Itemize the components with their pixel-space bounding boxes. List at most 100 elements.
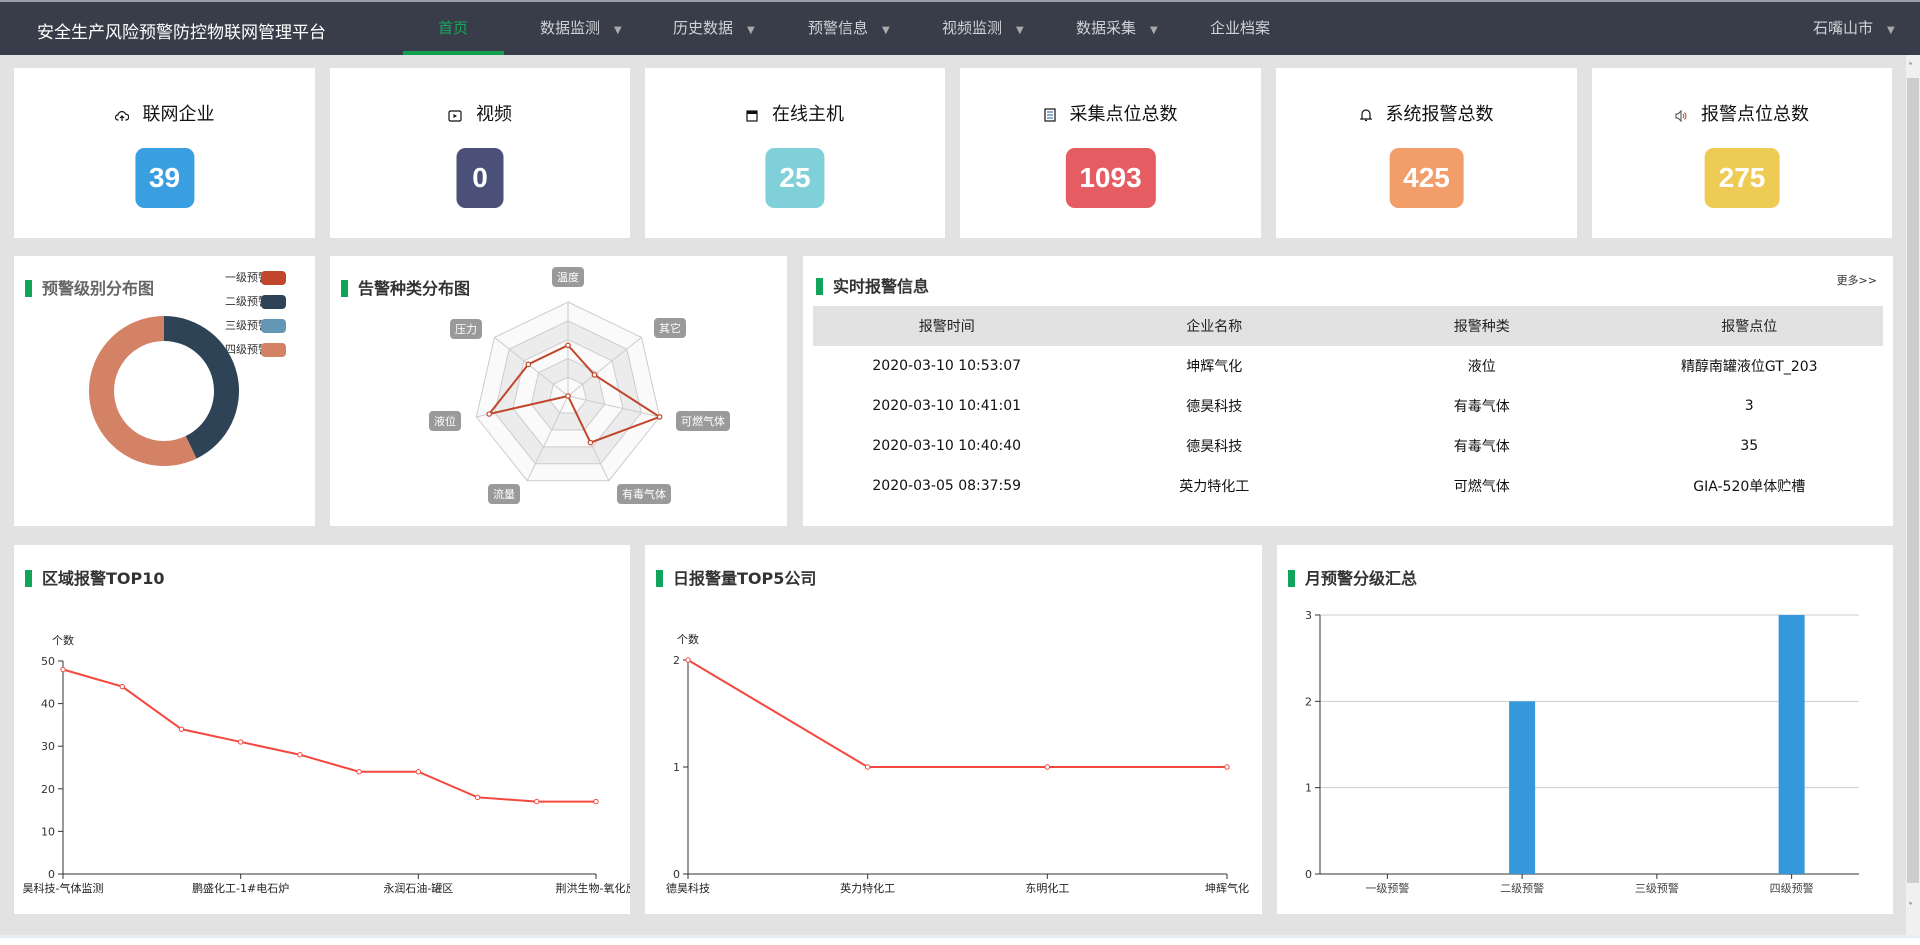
nav-label: 数据监测: [540, 19, 601, 37]
data-point: [1044, 764, 1051, 770]
stat-value: 25: [765, 148, 825, 208]
stat-card-alarm-points[interactable]: 报警点位总数 275: [1592, 68, 1892, 238]
card-title: 日报警量TOP5公司: [656, 565, 816, 589]
table-cell: 可燃气体: [1453, 479, 1510, 495]
x-tick-label: 鹏盛化工-1#电石炉: [192, 881, 289, 895]
y-tick-label: 0: [1305, 868, 1312, 881]
donut-slice: [89, 316, 197, 466]
column-header: 企业名称: [1080, 306, 1348, 346]
table-row[interactable]: 2020-03-10 10:40:40 德昊科技 有毒气体 35: [813, 426, 1883, 466]
y-tick-label: 0: [48, 868, 55, 881]
x-tick-label: 昊科技-气体监测: [23, 881, 104, 895]
legend-item[interactable]: 三级预警: [225, 319, 269, 332]
data-point: [237, 739, 244, 745]
y-tick-label: 20: [41, 783, 55, 796]
table-row[interactable]: 2020-03-05 08:37:59 英力特化工 可燃气体 GIA-520单体贮槽: [813, 466, 1883, 506]
x-tick-label: 三级预警: [1635, 881, 1679, 895]
stat-card-collect-points[interactable]: 采集点位总数 1093: [960, 68, 1261, 238]
nav-data-monitor[interactable]: 数据监测 ▼: [540, 17, 622, 38]
nav-data-collect[interactable]: 数据采集 ▼: [1076, 17, 1158, 38]
monthly-warning-card: 月预警分级汇总 0 1 2 3 一级预警 二级预警 三级预警 四级预警: [1277, 545, 1893, 914]
title-marker: [25, 570, 32, 587]
speaker-icon: [1675, 109, 1687, 123]
table-cell: 2020-03-05 08:37:59: [872, 478, 1022, 494]
bell-icon: [1359, 109, 1372, 122]
bar: [1778, 615, 1805, 874]
table-row[interactable]: 2020-03-10 10:53:07 坤辉气化 液位 精醇南罐液位GT_203: [813, 346, 1883, 386]
radar-axis: [526, 395, 569, 481]
card-title-text: 日报警量TOP5公司: [673, 569, 817, 588]
stat-label: 视频: [476, 104, 512, 125]
caret-down-icon: ▼: [1150, 25, 1158, 36]
y-axis-label: 个数: [52, 634, 74, 647]
active-nav-underline: [403, 51, 504, 55]
bar: [1509, 701, 1536, 874]
card-title-text: 告警种类分布图: [358, 279, 471, 298]
x-tick-label: 永润石油-罐区: [383, 881, 453, 895]
y-axis-label: 个数: [677, 633, 699, 646]
radar-indicator-label: 温度: [552, 267, 584, 287]
stat-label: 联网企业: [142, 104, 215, 125]
title-marker: [656, 570, 663, 587]
table-cell: GIA-520单体贮槽: [1693, 479, 1806, 495]
nav-label: 首页: [438, 19, 469, 37]
nav-label: 数据采集: [1076, 19, 1137, 37]
stat-label: 报警点位总数: [1701, 104, 1809, 125]
warning-level-card: 预警级别分布图 一级预警 二级预警 三级预警 四级预警: [14, 256, 315, 526]
horizontal-scrollbar[interactable]: [0, 935, 1920, 945]
data-point: [60, 666, 66, 673]
nav-warnings[interactable]: 预警信息 ▼: [808, 17, 890, 38]
legend-item[interactable]: 一级预警: [225, 271, 269, 284]
caret-down-icon: ▼: [1016, 25, 1024, 36]
nav-label: 视频监测: [942, 19, 1003, 37]
legend-item[interactable]: 四级预警: [225, 343, 269, 356]
table-row[interactable]: 2020-03-10 10:41:01 德昊科技 有毒气体 3: [813, 386, 1883, 426]
stat-card-online-hosts[interactable]: 在线主机 25: [645, 68, 945, 238]
stat-card-video[interactable]: 视频 0: [330, 68, 630, 238]
table-cell: 2020-03-10 10:41:01: [872, 398, 1022, 414]
radar-indicator-label: 可燃气体: [676, 411, 730, 431]
card-title-text: 预警级别分布图: [42, 279, 155, 298]
radar-point: [591, 372, 598, 378]
alarm-type-card: 告警种类分布图 温度 其它 可燃气体 有毒气体 流量 液位 压力: [330, 256, 787, 526]
region-selector[interactable]: 石嘴山市 ▼: [1813, 17, 1895, 38]
radar-point: [525, 361, 532, 368]
radar-chart: [475, 301, 663, 482]
stat-label: 采集点位总数: [1069, 104, 1178, 125]
x-tick-label: 坤辉气化: [1205, 881, 1249, 895]
table-cell: 德昊科技: [1186, 439, 1243, 455]
stat-card-enterprises[interactable]: 联网企业 39: [14, 68, 315, 238]
clipboard-icon: [1043, 108, 1056, 122]
table-cell: 德昊科技: [1186, 399, 1243, 415]
window-icon: [746, 110, 758, 122]
scrollbar-thumb[interactable]: [1907, 78, 1919, 883]
y-tick-label: 1: [1305, 782, 1312, 795]
radar-point: [656, 414, 663, 420]
y-tick-label: 3: [1305, 609, 1312, 622]
table-cell: 坤辉气化: [1186, 359, 1243, 375]
title-marker: [816, 278, 823, 295]
legend-item[interactable]: 二级预警: [225, 295, 269, 308]
column-header: 报警时间: [813, 306, 1081, 346]
donut-chart: [89, 316, 240, 466]
more-link[interactable]: 更多>>: [1836, 274, 1877, 287]
data-point: [474, 794, 481, 801]
nav-enterprise[interactable]: 企业档案: [1210, 17, 1270, 38]
scroll-up-icon[interactable]: ˄: [1908, 62, 1913, 73]
title-marker: [341, 280, 348, 297]
legend-swatch: [261, 319, 286, 333]
nav-history[interactable]: 历史数据 ▼: [673, 17, 755, 38]
stat-card-system-alarms[interactable]: 系统报警总数 425: [1276, 68, 1577, 238]
scroll-down-icon[interactable]: ˅: [1908, 902, 1913, 913]
radar-point: [565, 393, 571, 399]
data-point: [534, 798, 540, 805]
card-title: 告警种类分布图: [341, 275, 470, 299]
card-title-text: 月预警分级汇总: [1305, 569, 1418, 588]
nav-video[interactable]: 视频监测 ▼: [942, 17, 1024, 38]
data-point: [1224, 764, 1230, 770]
title-marker: [1288, 570, 1295, 587]
nav-home[interactable]: 首页: [438, 17, 468, 38]
stat-value: 1093: [1065, 148, 1156, 208]
table-cell: 2020-03-10 10:53:07: [872, 358, 1022, 374]
title-marker: [25, 280, 32, 297]
